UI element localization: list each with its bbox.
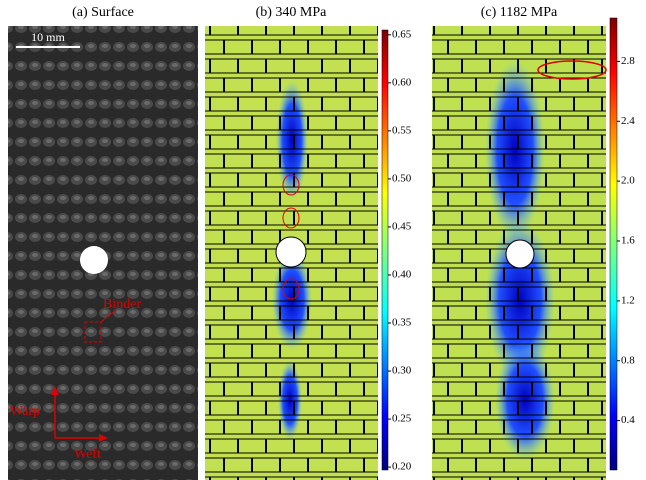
panel-title: (b) 340 MPa bbox=[256, 5, 328, 20]
colorbar bbox=[381, 29, 389, 471]
colorbar-tick-label: 0.45 bbox=[392, 220, 412, 232]
colorbar-tick-label: 0.55 bbox=[392, 124, 412, 136]
scale-bar-label: 10 mm bbox=[31, 30, 65, 44]
colorbar-tick-label: 0.8 bbox=[621, 354, 635, 366]
annotation: Binder bbox=[103, 297, 141, 312]
annotation: Weft bbox=[74, 447, 101, 462]
colorbar-tick-label: 2.0 bbox=[621, 175, 635, 187]
colorbar-tick-label: 0.65 bbox=[392, 28, 412, 40]
colorbar-tick-label: 1.6 bbox=[621, 235, 635, 247]
colorbar-tick-label: 1.2 bbox=[621, 294, 635, 306]
panel-title: (c) 1182 MPa bbox=[481, 5, 558, 20]
colorbar-tick-label: 0.25 bbox=[392, 413, 412, 425]
colorbar-tick-label: 0.50 bbox=[392, 172, 412, 184]
annotation: Warp bbox=[10, 404, 40, 419]
strain-map bbox=[205, 26, 378, 480]
colorbar-tick-label: 0.60 bbox=[392, 76, 412, 88]
colorbar-tick-label: 0.35 bbox=[392, 317, 412, 329]
colorbar-tick-label: 0.30 bbox=[392, 365, 412, 377]
colorbar-tick-label: 0.20 bbox=[392, 461, 412, 473]
surface-photo: 10 mm Binder Warp Weft bbox=[8, 26, 198, 480]
colorbar-tick-label: 2.8 bbox=[621, 55, 635, 67]
colorbar-tick-label: 0.40 bbox=[392, 269, 412, 281]
panel-title: (a) Surface bbox=[72, 5, 134, 20]
colorbar bbox=[609, 17, 618, 471]
colorbar-tick-label: 2.4 bbox=[621, 115, 635, 127]
strain-map bbox=[432, 26, 607, 480]
colorbar-tick-label: 0.4 bbox=[621, 414, 635, 426]
